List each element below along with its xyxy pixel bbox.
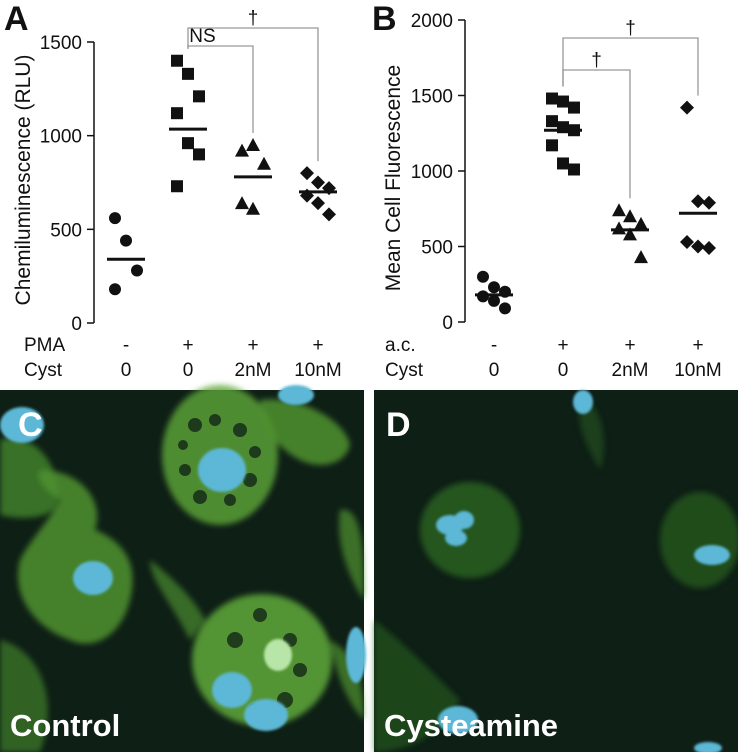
data-point-b-2-4 (623, 227, 637, 241)
data-point-a-2-4 (246, 201, 260, 215)
data-point-a-0-1 (120, 234, 132, 247)
data-point-b-1-2 (568, 101, 580, 114)
condition-label-b-0: a.c. (385, 335, 416, 356)
y-axis-label-a: Chemiluminescence (RLU) (12, 55, 35, 306)
data-point-a-2-1 (246, 138, 260, 152)
data-point-b-2-0 (612, 203, 626, 217)
data-point-b-1-0 (546, 92, 558, 105)
data-point-b-3-4 (691, 239, 705, 254)
data-point-a-0-3 (109, 283, 121, 296)
y-tick-label-b-1: 500 (421, 238, 453, 259)
data-point-b-2-2 (634, 216, 648, 230)
data-point-b-2-3 (612, 221, 626, 235)
condition-value-a-0-2: + (247, 335, 258, 356)
condition-value-a-1-1: 0 (183, 360, 194, 381)
data-point-b-0-3 (477, 290, 489, 303)
condition-label-a-0: PMA (24, 335, 66, 356)
y-tick-label-a-0: 0 (71, 314, 82, 335)
chart-a: A Chemiluminescence (RLU) 0 500 1000 1500 N… (4, 0, 342, 381)
data-point-a-1-3 (171, 107, 183, 120)
condition-value-b-0-0: - (491, 335, 497, 356)
data-point-a-2-3 (235, 196, 249, 210)
condition-value-b-1-3: 10nM (674, 360, 722, 381)
caption-control: Control (10, 708, 120, 743)
significance-label-a-1: † (248, 8, 259, 29)
condition-label-a-1: Cyst (24, 360, 63, 381)
data-point-b-3-2 (702, 195, 716, 210)
condition-value-a-1-2: 2nM (235, 360, 272, 381)
panel-letter-b: B (372, 0, 397, 38)
y-tick-label-a-1: 500 (50, 220, 82, 241)
data-point-b-3-1 (691, 194, 705, 209)
data-point-a-3-0 (300, 166, 314, 181)
data-point-a-2-2 (257, 156, 271, 170)
data-point-b-1-3 (546, 115, 558, 128)
condition-value-a-0-0: - (123, 335, 129, 356)
y-tick-label-b-3: 1500 (411, 87, 453, 108)
data-point-a-0-2 (131, 264, 143, 277)
micrograph-control: C Control (0, 385, 366, 752)
condition-value-b-1-1: 0 (558, 360, 569, 381)
data-point-a-1-6 (171, 180, 183, 193)
significance-label-a-0: NS (189, 26, 215, 47)
data-point-b-1-1 (557, 95, 569, 108)
y-tick-label-a-3: 1500 (40, 33, 82, 54)
data-point-a-3-5 (322, 207, 336, 222)
panel-letter-d: D (386, 406, 411, 444)
comparison-bracket-a-0 (187, 45, 254, 134)
data-point-a-1-2 (193, 90, 205, 103)
condition-value-b-0-2: + (624, 335, 635, 356)
panel-letter-c: C (18, 406, 43, 444)
panel-letter-a: A (4, 0, 29, 38)
data-point-b-1-6 (546, 139, 558, 152)
data-point-b-3-5 (702, 241, 716, 256)
y-axis-label-b: Mean Cell Fluorescence (382, 65, 405, 291)
y-tick-label-a-2: 1000 (40, 127, 82, 148)
data-point-b-0-4 (488, 294, 500, 307)
significance-label-b-1: † (625, 18, 636, 39)
nuclei-c (0, 385, 366, 731)
y-tick-label-b-0: 0 (442, 313, 453, 334)
chart-b: B Mean Cell Fluorescence 0 500 1000 1500 200… (372, 0, 722, 381)
data-point-a-1-4 (182, 137, 194, 150)
condition-value-b-0-3: + (692, 335, 703, 356)
data-point-b-3-0 (680, 100, 694, 115)
data-point-b-2-1 (623, 209, 637, 223)
data-point-a-3-4 (311, 196, 325, 211)
y-tick-label-b-2: 1000 (411, 162, 453, 183)
data-point-b-1-7 (557, 157, 569, 170)
data-point-b-3-3 (680, 234, 694, 249)
condition-value-b-0-1: + (557, 335, 568, 356)
data-point-a-1-5 (193, 148, 205, 161)
data-point-a-0-0 (109, 212, 121, 225)
data-point-a-1-1 (182, 67, 194, 80)
data-point-a-1-0 (171, 54, 183, 67)
comparison-bracket-a-1 (187, 27, 319, 162)
data-point-b-2-5 (634, 250, 648, 264)
condition-value-b-1-0: 0 (489, 360, 500, 381)
significance-label-b-0: † (591, 50, 602, 71)
data-point-b-0-0 (477, 270, 489, 283)
micrograph-cysteamine: D Cysteamine (374, 390, 738, 752)
data-point-b-1-8 (568, 163, 580, 176)
condition-label-b-1: Cyst (385, 360, 424, 381)
condition-value-a-1-0: 0 (121, 360, 132, 381)
data-point-b-1-4 (557, 121, 569, 134)
condition-value-a-1-3: 10nM (294, 360, 342, 381)
nuclei-d (436, 390, 730, 752)
comparison-bracket-b-1 (562, 37, 699, 96)
data-point-a-3-1 (311, 175, 325, 190)
data-point-b-0-5 (499, 302, 511, 315)
data-point-b-0-1 (488, 281, 500, 294)
caption-cysteamine: Cysteamine (384, 708, 558, 743)
y-tick-label-b-4: 2000 (411, 11, 453, 32)
data-point-a-2-0 (235, 143, 249, 157)
condition-value-b-1-2: 2nM (612, 360, 649, 381)
condition-value-a-0-1: + (182, 335, 193, 356)
condition-value-a-0-3: + (312, 335, 323, 356)
